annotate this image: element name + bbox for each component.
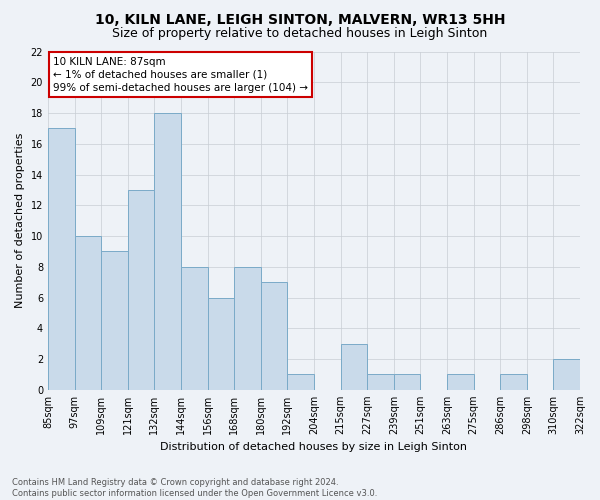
- Text: 10 KILN LANE: 87sqm
← 1% of detached houses are smaller (1)
99% of semi-detached: 10 KILN LANE: 87sqm ← 1% of detached hou…: [53, 56, 308, 93]
- Bar: [287, 374, 314, 390]
- Bar: [101, 252, 128, 390]
- Bar: [500, 374, 527, 390]
- Bar: [394, 374, 421, 390]
- Text: Size of property relative to detached houses in Leigh Sinton: Size of property relative to detached ho…: [112, 28, 488, 40]
- Text: 10, KILN LANE, LEIGH SINTON, MALVERN, WR13 5HH: 10, KILN LANE, LEIGH SINTON, MALVERN, WR…: [95, 12, 505, 26]
- Y-axis label: Number of detached properties: Number of detached properties: [15, 133, 25, 308]
- Bar: [48, 128, 74, 390]
- Bar: [128, 190, 154, 390]
- Bar: [553, 359, 580, 390]
- Bar: [367, 374, 394, 390]
- Bar: [181, 267, 208, 390]
- Bar: [208, 298, 234, 390]
- Bar: [341, 344, 367, 390]
- Text: Contains HM Land Registry data © Crown copyright and database right 2024.
Contai: Contains HM Land Registry data © Crown c…: [12, 478, 377, 498]
- Bar: [447, 374, 473, 390]
- Bar: [74, 236, 101, 390]
- Bar: [234, 267, 261, 390]
- X-axis label: Distribution of detached houses by size in Leigh Sinton: Distribution of detached houses by size …: [160, 442, 467, 452]
- Bar: [154, 113, 181, 390]
- Bar: [261, 282, 287, 390]
